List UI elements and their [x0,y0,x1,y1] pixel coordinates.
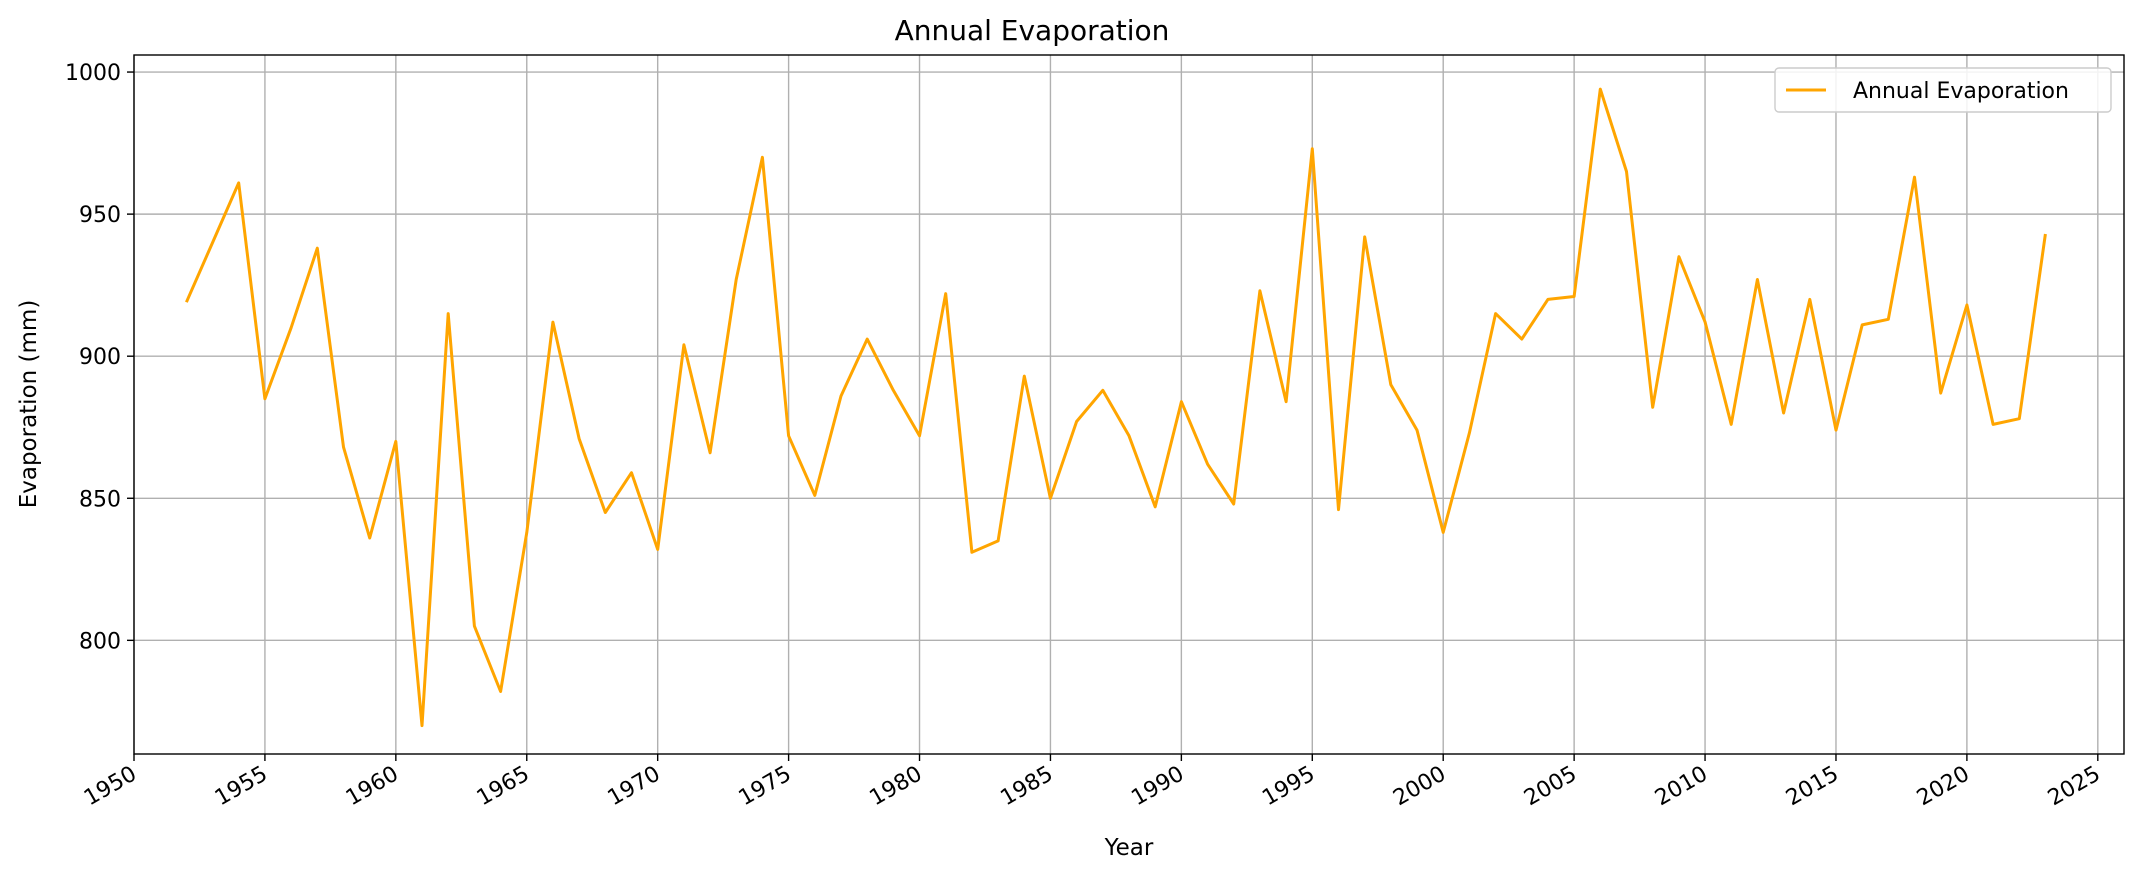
x-tick-label: 2010 [1651,762,1712,812]
y-tick-label: 1000 [65,61,121,86]
x-tick-label: 1965 [473,762,534,812]
x-tick-label: 1950 [80,762,141,812]
x-tick-label: 1975 [735,762,796,812]
x-tick-label: 2020 [1913,762,1974,812]
x-tick-label: 1970 [604,762,665,812]
y-tick-label: 800 [79,629,121,654]
legend-box [1774,67,2112,113]
grid [133,55,2124,754]
x-tick-label: 2000 [1389,762,1450,812]
series-layer [185,87,2047,728]
plot-frame [133,54,2125,755]
axis-ticks: 1950 1955 1960 1965 1970 1975 1980 1985 1990 1995… [65,61,2105,811]
x-tick-label: 2015 [1782,762,1843,812]
y-tick-label: 850 [79,487,121,512]
x-tick-label: 2025 [2044,762,2105,812]
chart-title: Annual Evaporation [895,14,1170,47]
y-tick-label: 900 [79,345,121,370]
legend-label: Annual Evaporation [1853,79,2069,104]
x-tick-label: 1995 [1258,762,1319,812]
x-tick-label: 1990 [1127,762,1188,812]
legend: Annual Evaporation [1774,67,2112,113]
x-tick-label: 1955 [211,762,272,812]
x-tick-label: 1985 [996,762,1057,812]
x-tick-label: 2005 [1520,762,1581,812]
x-tick-label: 1960 [342,762,403,812]
y-axis-label: Evaporation (mm) [16,300,42,509]
y-tick-label: 950 [79,203,121,228]
series-line [185,87,2047,728]
x-tick-label: 1980 [866,762,927,812]
x-axis-label: Year [1104,835,1154,861]
